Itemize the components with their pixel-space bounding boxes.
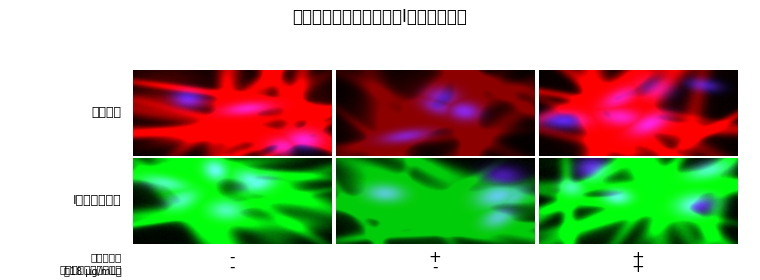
Text: -: - (230, 249, 235, 265)
Text: -: - (432, 260, 438, 275)
Text: ゲンノショウコエキス: ゲンノショウコエキス (59, 265, 122, 275)
Text: +: + (632, 249, 644, 265)
Text: +: + (429, 249, 442, 265)
Text: Ⅰ型コラーゲン: Ⅰ型コラーゲン (73, 194, 122, 207)
Text: デコリン: デコリン (92, 106, 122, 120)
Text: 紫外線照射: 紫外線照射 (90, 252, 122, 262)
Text: （18 μg/mL）: （18 μg/mL） (64, 267, 122, 277)
Text: 線維芽細胞のデコリン、Ⅰ型コラーゲン: 線維芽細胞のデコリン、Ⅰ型コラーゲン (293, 8, 467, 26)
Text: -: - (230, 260, 235, 275)
Text: +: + (632, 260, 644, 275)
